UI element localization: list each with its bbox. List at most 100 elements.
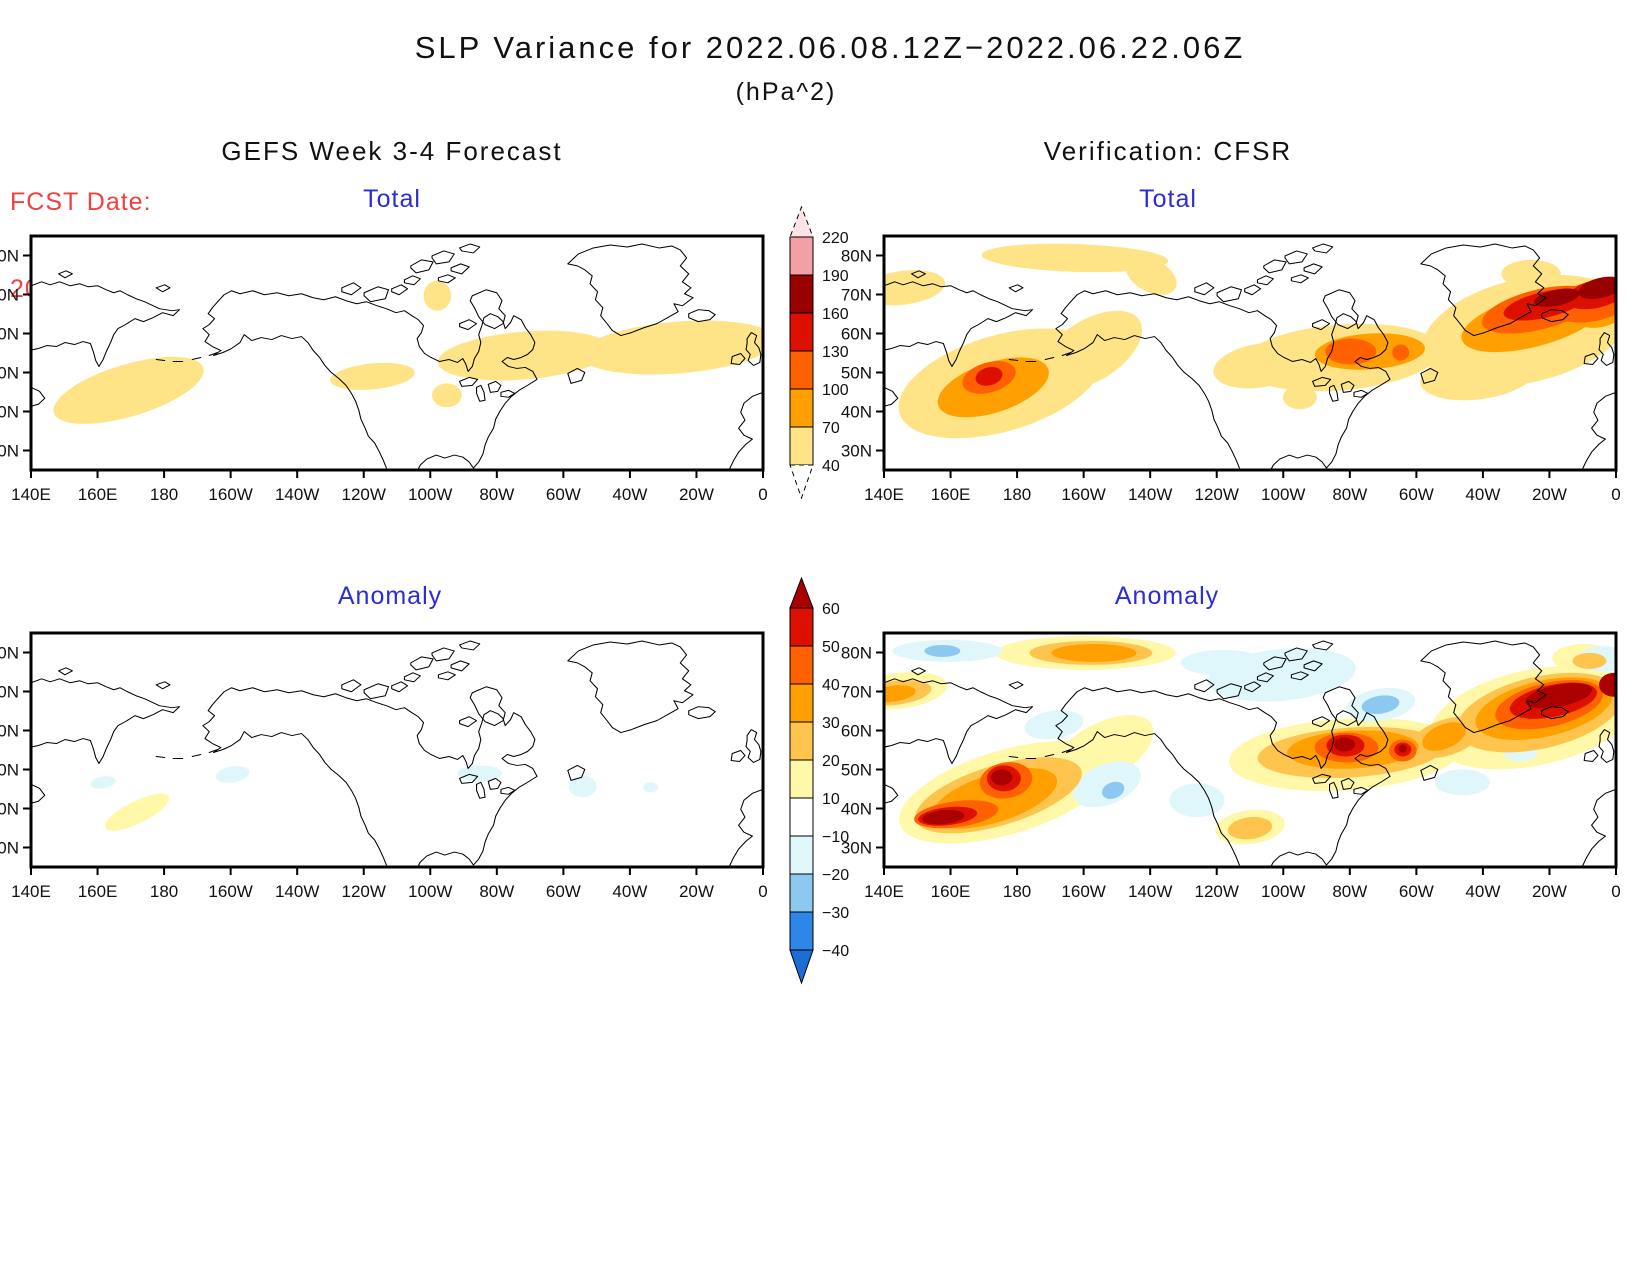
svg-text:80W: 80W: [1332, 485, 1367, 504]
svg-text:50N: 50N: [841, 364, 872, 383]
svg-text:40N: 40N: [841, 800, 872, 819]
forecast-date-label: FCST Date:: [10, 188, 152, 216]
svg-text:60N: 60N: [841, 325, 872, 344]
svg-text:140W: 140W: [275, 485, 319, 504]
svg-text:140E: 140E: [864, 882, 904, 901]
colorbar-anomaly: 60 50 40 30 20 10 −10 −20 −30 −40: [789, 576, 849, 985]
svg-text:40W: 40W: [1465, 485, 1500, 504]
svg-text:160W: 160W: [1061, 485, 1105, 504]
svg-text:20W: 20W: [679, 485, 714, 504]
svg-text:180: 180: [150, 882, 178, 901]
svg-text:80W: 80W: [479, 485, 514, 504]
svg-text:20: 20: [822, 753, 840, 770]
svg-text:30N: 30N: [841, 839, 872, 858]
svg-text:30N: 30N: [0, 442, 19, 461]
svg-text:160: 160: [822, 306, 849, 323]
axis-ticks: 140E 160E 180 160W 140W 120W 100W 80W 60W 40W 20W 0…: [841, 247, 1621, 505]
panel-title-gefs-anomaly: Anomaly: [337, 582, 443, 610]
svg-text:100W: 100W: [1261, 882, 1305, 901]
svg-text:60W: 60W: [1399, 485, 1434, 504]
svg-text:40W: 40W: [1465, 882, 1500, 901]
svg-text:120W: 120W: [1195, 882, 1239, 901]
svg-text:−40: −40: [822, 943, 849, 960]
left-column-title: GEFS Week 3-4 Forecast: [221, 136, 563, 166]
svg-text:50N: 50N: [841, 761, 872, 780]
axis-ticks: 140E 160E 180 160W 140W 120W 100W 80W 60W 40W 20W 0…: [0, 247, 768, 505]
svg-text:160E: 160E: [78, 882, 118, 901]
figure-title: SLP Variance for 2022.06.08.12Z−2022.06.…: [414, 30, 1246, 65]
svg-text:70: 70: [822, 420, 840, 437]
svg-text:60: 60: [822, 601, 840, 618]
svg-text:40N: 40N: [841, 403, 872, 422]
panel-title-cfsr-anomaly: Anomaly: [1114, 582, 1220, 610]
contour-shading-layer: [90, 765, 658, 831]
svg-text:160E: 160E: [78, 485, 118, 504]
svg-text:140E: 140E: [11, 882, 51, 901]
svg-text:140E: 140E: [11, 485, 51, 504]
contour-shading-layer: [884, 635, 1616, 845]
svg-text:−20: −20: [822, 867, 849, 884]
svg-text:−30: −30: [822, 905, 849, 922]
svg-text:40W: 40W: [612, 882, 647, 901]
svg-text:60W: 60W: [546, 485, 581, 504]
svg-text:140W: 140W: [1128, 882, 1172, 901]
svg-text:80W: 80W: [479, 882, 514, 901]
svg-text:120W: 120W: [342, 882, 386, 901]
svg-text:100W: 100W: [408, 882, 452, 901]
map-cfsr-anomaly: 140E 160E 180 160W 140W 120W 100W 80W 60W 40W 20W 0…: [841, 631, 1621, 901]
svg-text:80N: 80N: [841, 644, 872, 663]
svg-text:40: 40: [822, 458, 840, 475]
svg-text:120W: 120W: [1195, 485, 1239, 504]
svg-text:100W: 100W: [1261, 485, 1305, 504]
svg-text:80N: 80N: [0, 247, 19, 266]
map-gefs-total: 140E 160E 180 160W 140W 120W 100W 80W 60W 40W 20W 0…: [0, 234, 768, 505]
svg-text:30N: 30N: [841, 442, 872, 461]
svg-text:20W: 20W: [1532, 882, 1567, 901]
panel-title-gefs-total: Total: [363, 185, 421, 213]
svg-text:120W: 120W: [342, 485, 386, 504]
axis-ticks: 140E 160E 180 160W 140W 120W 100W 80W 60W 40W 20W 0…: [0, 644, 768, 902]
svg-text:50N: 50N: [0, 364, 19, 383]
svg-text:160W: 160W: [208, 882, 252, 901]
svg-text:30: 30: [822, 715, 840, 732]
map-cfsr-total: 140E 160E 180 160W 140W 120W 100W 80W 60W 40W 20W 0…: [841, 234, 1621, 504]
svg-text:190: 190: [822, 268, 849, 285]
svg-text:10: 10: [822, 791, 840, 808]
svg-text:40W: 40W: [612, 485, 647, 504]
svg-text:−10: −10: [822, 829, 849, 846]
map-gefs-anomaly: 140E 160E 180 160W 140W 120W 100W 80W 60W 40W 20W 0…: [0, 631, 768, 902]
svg-text:130: 130: [822, 344, 849, 361]
svg-text:50N: 50N: [0, 761, 19, 780]
svg-text:180: 180: [1003, 485, 1031, 504]
svg-text:60W: 60W: [546, 882, 581, 901]
svg-text:160W: 160W: [208, 485, 252, 504]
svg-text:40: 40: [822, 677, 840, 694]
axis-ticks: 140E 160E 180 160W 140W 120W 100W 80W 60W 40W 20W 0…: [841, 644, 1621, 902]
svg-text:160E: 160E: [931, 882, 971, 901]
svg-text:60N: 60N: [0, 325, 19, 344]
svg-text:100W: 100W: [408, 485, 452, 504]
svg-text:70N: 70N: [0, 683, 19, 702]
svg-text:60N: 60N: [0, 722, 19, 741]
svg-text:20W: 20W: [1532, 485, 1567, 504]
svg-text:0: 0: [758, 485, 767, 504]
figure-subtitle: (hPa^2): [735, 78, 837, 106]
svg-text:70N: 70N: [841, 683, 872, 702]
svg-text:100: 100: [822, 382, 849, 399]
svg-text:180: 180: [1003, 882, 1031, 901]
colorbar-total: 220 190 160 130 100 70 40: [789, 205, 849, 500]
right-column-title: Verification: CFSR: [1043, 136, 1293, 166]
svg-text:80N: 80N: [0, 644, 19, 663]
svg-text:40N: 40N: [0, 403, 19, 422]
svg-text:20W: 20W: [679, 882, 714, 901]
panel-title-cfsr-total: Total: [1139, 185, 1197, 213]
svg-text:0: 0: [1611, 882, 1620, 901]
svg-text:60N: 60N: [841, 722, 872, 741]
svg-text:140E: 140E: [864, 485, 904, 504]
svg-text:160W: 160W: [1061, 882, 1105, 901]
svg-text:180: 180: [150, 485, 178, 504]
svg-text:40N: 40N: [0, 800, 19, 819]
svg-text:70N: 70N: [841, 286, 872, 305]
svg-text:50: 50: [822, 639, 840, 656]
